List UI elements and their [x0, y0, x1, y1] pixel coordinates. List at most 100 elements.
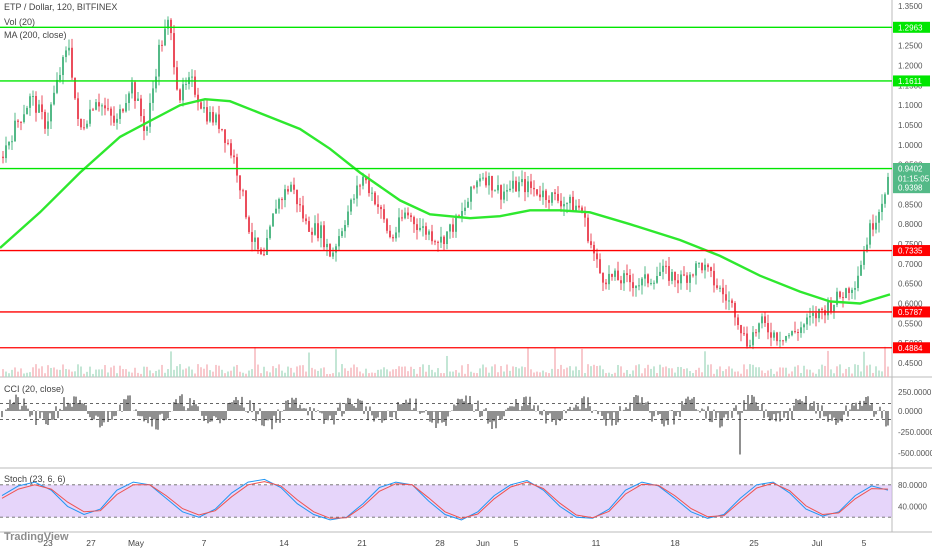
volume-bar	[11, 369, 13, 377]
volume-bar	[767, 370, 769, 377]
volume-bar	[356, 367, 358, 377]
level-price-label: 1.2963	[898, 23, 923, 32]
candle-body	[665, 265, 667, 267]
candle-body	[524, 179, 526, 193]
volume-bar	[872, 372, 874, 377]
candle-body	[380, 206, 382, 210]
volume-bar	[713, 373, 715, 377]
volume-bar	[374, 372, 376, 377]
candle-body	[38, 104, 40, 113]
candle-body	[257, 237, 259, 250]
candle-body	[719, 287, 721, 289]
candle-body	[512, 180, 514, 189]
volume-bar	[74, 371, 76, 377]
candle-body	[737, 317, 739, 326]
candle-body	[620, 280, 622, 284]
candle-body	[116, 118, 118, 123]
candle-body	[485, 177, 487, 186]
candle-body	[44, 111, 46, 129]
volume-bar	[455, 370, 457, 377]
candle-body	[650, 283, 652, 285]
candle-body	[35, 96, 37, 113]
candle-body	[869, 223, 871, 245]
volume-bar	[599, 365, 601, 377]
candle-body	[773, 332, 775, 338]
candle-body	[356, 185, 358, 199]
candle-body	[434, 241, 436, 243]
volume-bar	[821, 364, 823, 377]
volume-bar	[593, 364, 595, 377]
volume-bar	[389, 371, 391, 377]
candle-body	[593, 244, 595, 254]
volume-bar	[695, 369, 697, 377]
candle-body	[11, 141, 13, 143]
candle-body	[122, 109, 124, 112]
volume-bar	[830, 369, 832, 377]
cci-tick-label: 0.0000	[898, 407, 923, 416]
volume-bar	[14, 367, 16, 377]
volume-bar	[338, 372, 340, 377]
volume-bar	[56, 369, 58, 377]
volume-bar	[119, 365, 121, 377]
volume-bar	[101, 369, 103, 377]
candle-body	[86, 123, 88, 128]
volume-bar	[440, 373, 442, 377]
volume-bar	[509, 370, 511, 377]
volume-bar	[641, 373, 643, 377]
volume-bar	[215, 364, 217, 377]
volume-bar	[383, 367, 385, 377]
volume-bar	[605, 373, 607, 377]
volume-bar	[608, 372, 610, 377]
volume-bar	[41, 366, 43, 377]
volume-bar	[308, 352, 310, 377]
y-tick-label: 1.2000	[898, 62, 923, 71]
level-price-label: 1.1611	[898, 77, 922, 86]
symbol-legend: ETP / Dollar, 120, BITFINEX	[4, 2, 118, 12]
candle-body	[185, 84, 187, 86]
candle-body	[365, 176, 367, 181]
volume-bar	[452, 371, 454, 377]
candle-body	[698, 263, 700, 265]
candle-body	[884, 194, 886, 204]
candle-body	[482, 177, 484, 179]
volume-bar	[416, 373, 418, 377]
volume-bar	[170, 351, 172, 377]
volume-bar	[428, 364, 430, 377]
volume-bar	[413, 369, 415, 377]
candle-body	[563, 204, 565, 207]
volume-bar	[650, 368, 652, 377]
y-tick-label: 1.0000	[898, 141, 923, 150]
volume-bar	[134, 367, 136, 377]
volume-bar	[467, 364, 469, 377]
candle-body	[395, 232, 397, 239]
volume-bar	[344, 368, 346, 377]
volume-bar	[197, 364, 199, 377]
candle-body	[362, 176, 364, 186]
candle-body	[788, 335, 790, 337]
candle-body	[251, 232, 253, 242]
volume-bar	[494, 364, 496, 377]
volume-bar	[635, 365, 637, 377]
volume-bar	[377, 369, 379, 377]
candle-body	[152, 88, 154, 103]
y-tick-label: 0.7000	[898, 260, 923, 269]
candle-body	[845, 288, 847, 299]
volume-bar	[329, 373, 331, 377]
candle-body	[581, 207, 583, 213]
volume-bar	[758, 367, 760, 377]
volume-bar	[233, 366, 235, 377]
volume-bar	[317, 370, 319, 377]
candle-body	[428, 231, 430, 235]
candle-body	[353, 198, 355, 200]
candle-body	[809, 315, 811, 318]
candle-body	[764, 316, 766, 324]
volume-bar	[575, 366, 577, 377]
volume-bar	[479, 368, 481, 377]
volume-bar	[506, 364, 508, 377]
candle-body	[518, 182, 520, 192]
candle-body	[332, 252, 334, 257]
candle-body	[740, 325, 742, 334]
volume-bar	[62, 364, 64, 377]
